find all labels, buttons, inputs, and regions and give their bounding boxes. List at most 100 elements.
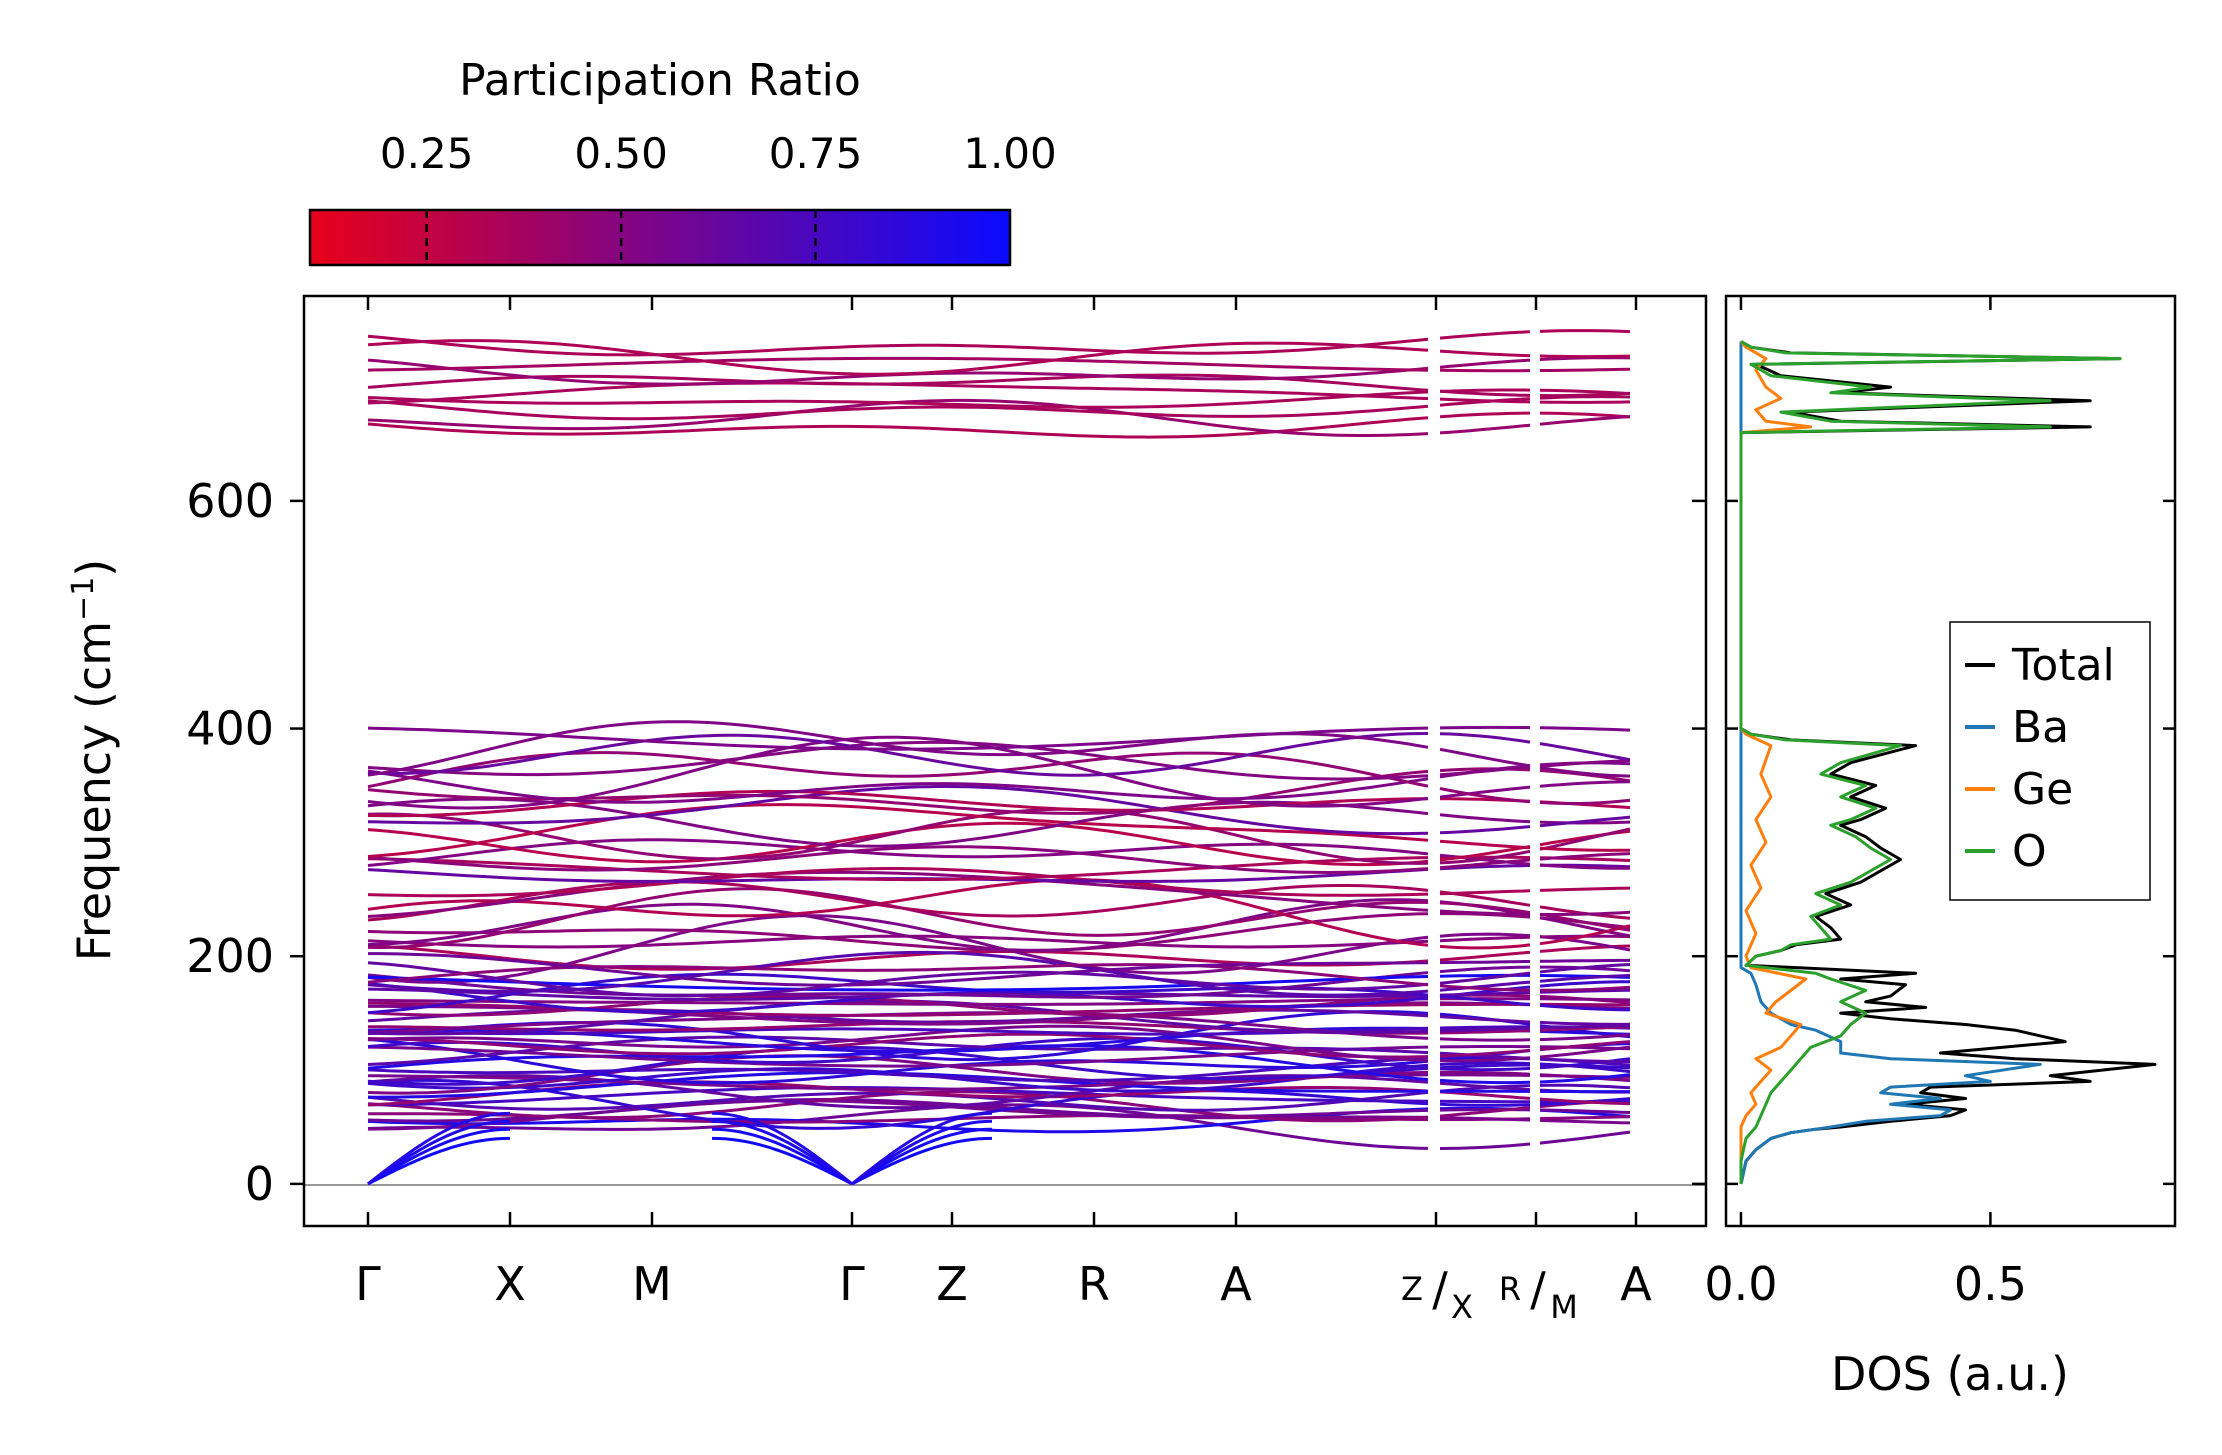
phonon-band (367, 845, 1429, 875)
phonon-band (1539, 415, 1631, 426)
phonon-band (1539, 1045, 1631, 1059)
phonon-band (1539, 1073, 1631, 1083)
phonon-band (1539, 742, 1631, 762)
phonon-band (367, 856, 1429, 882)
phonon-band (367, 1032, 1429, 1059)
x-tick-label: A (1220, 1257, 1252, 1311)
phonon-band (1439, 960, 1531, 965)
phonon-band (1439, 349, 1531, 358)
phonon-band (1539, 1118, 1631, 1125)
phonon-band (1539, 798, 1631, 805)
phonon-band (1539, 963, 1631, 974)
phonon-band (1439, 901, 1531, 915)
acoustic-branch (367, 1111, 511, 1186)
phonon-band (367, 898, 1429, 953)
phonon-band (367, 870, 1429, 918)
phonon-band (1439, 397, 1531, 404)
phonon-bands (367, 329, 1631, 1186)
phonon-band (1439, 1116, 1531, 1122)
phonon-band (367, 769, 1429, 804)
phonon-band (1439, 1056, 1531, 1063)
phonon-band (1439, 984, 1531, 992)
phonon-band (1540, 1002, 1631, 1007)
x-tick-label: X (494, 1257, 526, 1311)
phonon-band (1539, 1115, 1631, 1121)
phonon-band (367, 994, 1429, 1018)
x-tick-label: Γ (355, 1257, 381, 1311)
phonon-band (1439, 1063, 1530, 1070)
phonon-band (1439, 1142, 1531, 1150)
y-tick-label: 200 (186, 929, 274, 983)
svg-text:Z: Z (1401, 1270, 1423, 1308)
phonon-band (367, 732, 1429, 777)
phonon-band (1439, 943, 1531, 950)
phonon-band (1539, 395, 1631, 400)
svg-text:M: M (1550, 1288, 1578, 1326)
phonon-band (367, 838, 1429, 867)
phonon-band (1439, 889, 1531, 896)
phonon-band (367, 963, 1429, 987)
phonon-band (367, 878, 1429, 947)
phonon-band (1540, 367, 1631, 372)
phonon-band (367, 740, 1429, 781)
phonon-band (367, 358, 1429, 386)
dos-x-label: DOS (a.u.) (1831, 1347, 2069, 1401)
phonon-band (367, 912, 1429, 952)
phonon-band (1439, 1061, 1531, 1066)
y-tick-label: 600 (186, 474, 274, 528)
phonon-band (1439, 1025, 1530, 1030)
phonon-band (367, 399, 1429, 421)
phonon-band (1539, 1033, 1631, 1042)
phonon-band (1539, 924, 1631, 946)
y-tick-label: 400 (186, 702, 274, 756)
phonon-band (367, 334, 1429, 357)
phonon-band (1539, 815, 1631, 828)
phonon-band (1539, 400, 1631, 404)
phonon-band (1439, 980, 1531, 992)
phonon-band (1439, 1078, 1531, 1085)
phonon-band (1539, 863, 1630, 870)
acoustic-branch (367, 1136, 511, 1186)
acoustic-branch (851, 1111, 993, 1186)
legend-label-ge: Ge (2012, 764, 2073, 815)
phonon-band (1539, 391, 1631, 398)
phonon-band (1439, 965, 1531, 974)
phonon-band (367, 751, 1429, 789)
acoustic-branch (367, 1127, 511, 1186)
phonon-band (1439, 858, 1531, 870)
phonon-band (1439, 1102, 1531, 1107)
phonon-band (367, 789, 1429, 818)
phonon-band (1539, 912, 1631, 932)
svg-text:/: / (1432, 1262, 1448, 1316)
x-tick-label: A (1620, 1257, 1652, 1311)
colorbar-tick-label: 1.00 (963, 129, 1057, 178)
colorbar: Participation Ratio 0.25 0.50 0.75 1.00 (308, 55, 1057, 267)
phonon-band (367, 950, 1429, 997)
x-tick-label: Γ (839, 1257, 865, 1311)
phonon-band (367, 1074, 1429, 1110)
phonon-band (1439, 1081, 1531, 1092)
phonon-band (1439, 825, 1531, 835)
phonon-band (367, 381, 1429, 405)
x-tick-label: Z (936, 1257, 968, 1311)
phonon-band (1439, 839, 1531, 850)
phonon-band (367, 1038, 1429, 1085)
phonon-band (1539, 1003, 1631, 1012)
phonon-band (1439, 935, 1531, 943)
legend-frame (1949, 621, 2151, 901)
colorbar-tick-label: 0.50 (574, 129, 668, 178)
phonon-band (1539, 1083, 1631, 1090)
phonon-band (367, 803, 1429, 858)
svg-text:X: X (1451, 1288, 1473, 1326)
phonon-band (1539, 329, 1631, 334)
phonon-band (367, 1103, 1429, 1150)
phonon-band (1439, 787, 1531, 804)
phonon-band (1439, 1037, 1531, 1042)
phonon-band (1439, 358, 1531, 369)
colorbar-label: Participation Ratio (459, 55, 861, 106)
phonon-band (367, 807, 1429, 865)
phonon-band (1439, 423, 1531, 435)
phonon-band (1539, 1073, 1631, 1084)
phonon-band (1439, 864, 1531, 871)
phonon-band (1539, 916, 1631, 938)
